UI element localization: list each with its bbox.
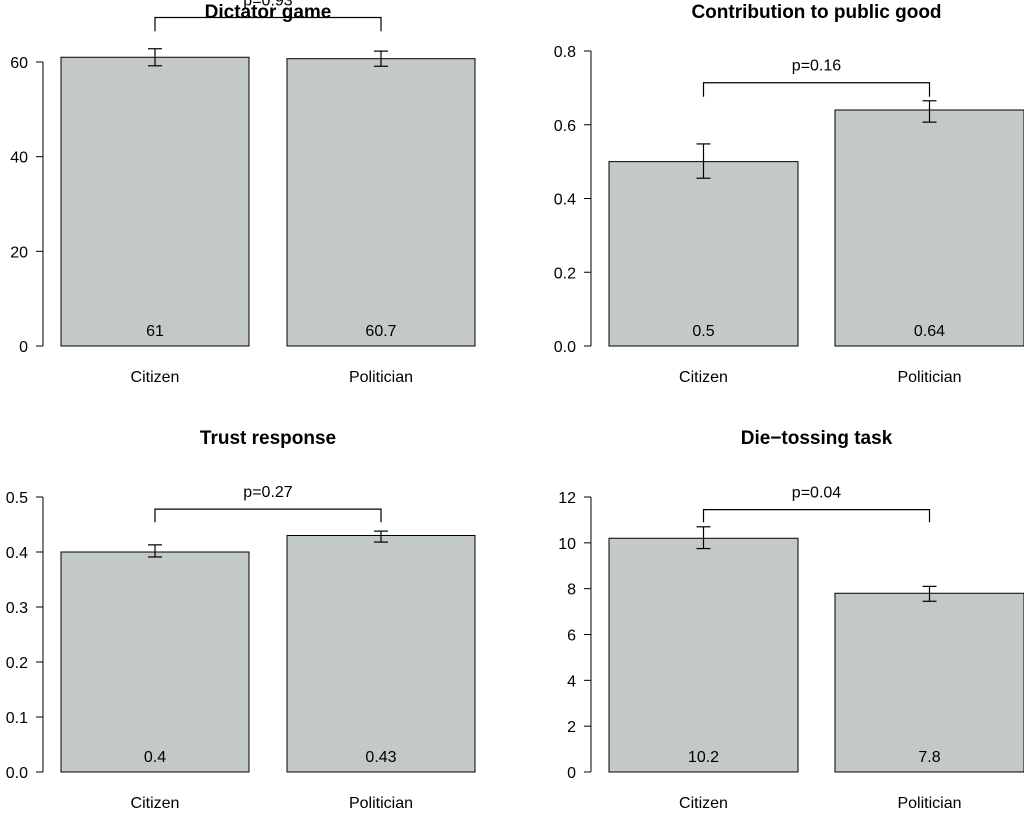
y-tick-label: 60 [10,55,28,72]
bar-value-label: 10.2 [688,749,719,766]
bar-value-label: 7.8 [918,749,940,766]
comparison-bracket [154,508,382,523]
y-tick-label: 12 [558,490,576,507]
y-tick-label: 8 [567,582,576,599]
bar-politician [834,592,1024,773]
y-tick-label: 4 [567,673,576,690]
bar-citizen [60,551,250,773]
chart-panel-1: Dictator game020406061Citizen60.7Politic… [10,0,476,386]
bar-politician [834,109,1024,347]
bar-citizen [608,537,799,773]
y-tick-label: 0.3 [6,600,28,617]
category-label: Politician [349,795,413,812]
y-tick-label: 0.2 [554,265,576,282]
p-value-label: p=0.04 [792,485,841,502]
category-label: Citizen [131,795,180,812]
error-bar [696,143,711,179]
chart-title: Die−tossing task [741,428,893,449]
category-label: Citizen [679,369,728,386]
comparison-bracket [702,82,931,97]
y-tick-label: 0.5 [6,490,28,507]
chart-title: Trust response [200,428,336,449]
bar-value-label: 0.4 [144,749,166,766]
chart-panel-4: Die−tossing task 0 2 4 6 8 10 12 10.2 Citizen 7.8 P… [558,428,1024,812]
error-bar [374,50,388,67]
bar-value-label: 61 [146,323,164,340]
bar-value-label: 0.43 [365,749,396,766]
bar-value-label: 0.64 [914,323,945,340]
y-tick-label: 0.1 [6,710,28,727]
error-bar [148,544,162,558]
bar-citizen [60,56,250,347]
error-bar [922,585,937,602]
comparison-bracket [702,509,931,523]
bar-politician [286,58,476,347]
category-label: Politician [897,795,961,812]
bar-citizen [608,161,799,347]
comparison-bracket [154,16,382,32]
y-tick-label: 0 [567,765,576,782]
category-label: Citizen [679,795,728,812]
y-tick-label: 2 [567,719,576,736]
error-bar [922,100,937,123]
y-tick-label: 0 [19,339,28,356]
y-tick-label: 0.0 [6,765,28,782]
y-tick-label: 0.2 [6,655,28,672]
p-value-label: p=0.16 [792,58,841,75]
y-tick-label: 0.4 [6,545,28,562]
category-label: Politician [897,369,961,386]
bar-value-label: 60.7 [365,323,396,340]
p-value-label: p=0.93 [243,0,292,10]
category-label: Citizen [131,369,180,386]
y-tick-label: 40 [10,150,28,167]
chart-panel-3: Trust response 0.0 0.1 0.2 0.3 0.4 0.5 0.4 Citiz… [6,428,476,812]
y-tick-label: 0.6 [554,118,576,135]
y-tick-label: 20 [10,244,28,261]
error-bar [148,48,162,67]
error-bar [696,526,711,550]
y-tick-label: 10 [558,536,576,553]
y-tick-label: 0.8 [554,44,576,61]
error-bar [374,530,388,543]
y-tick-label: 6 [567,628,576,645]
bar-value-label: 0.5 [692,323,714,340]
chart-title: Contribution to public good [691,2,941,23]
y-tick-label: 0.0 [554,339,576,356]
y-tick-label: 0.4 [554,192,576,209]
p-value-label: p=0.27 [243,484,292,501]
bar-politician [286,535,476,773]
category-label: Politician [349,369,413,386]
chart-panel-2: Contribution to public good 0.0 0.2 0.4 0.6 0… [554,2,1024,386]
